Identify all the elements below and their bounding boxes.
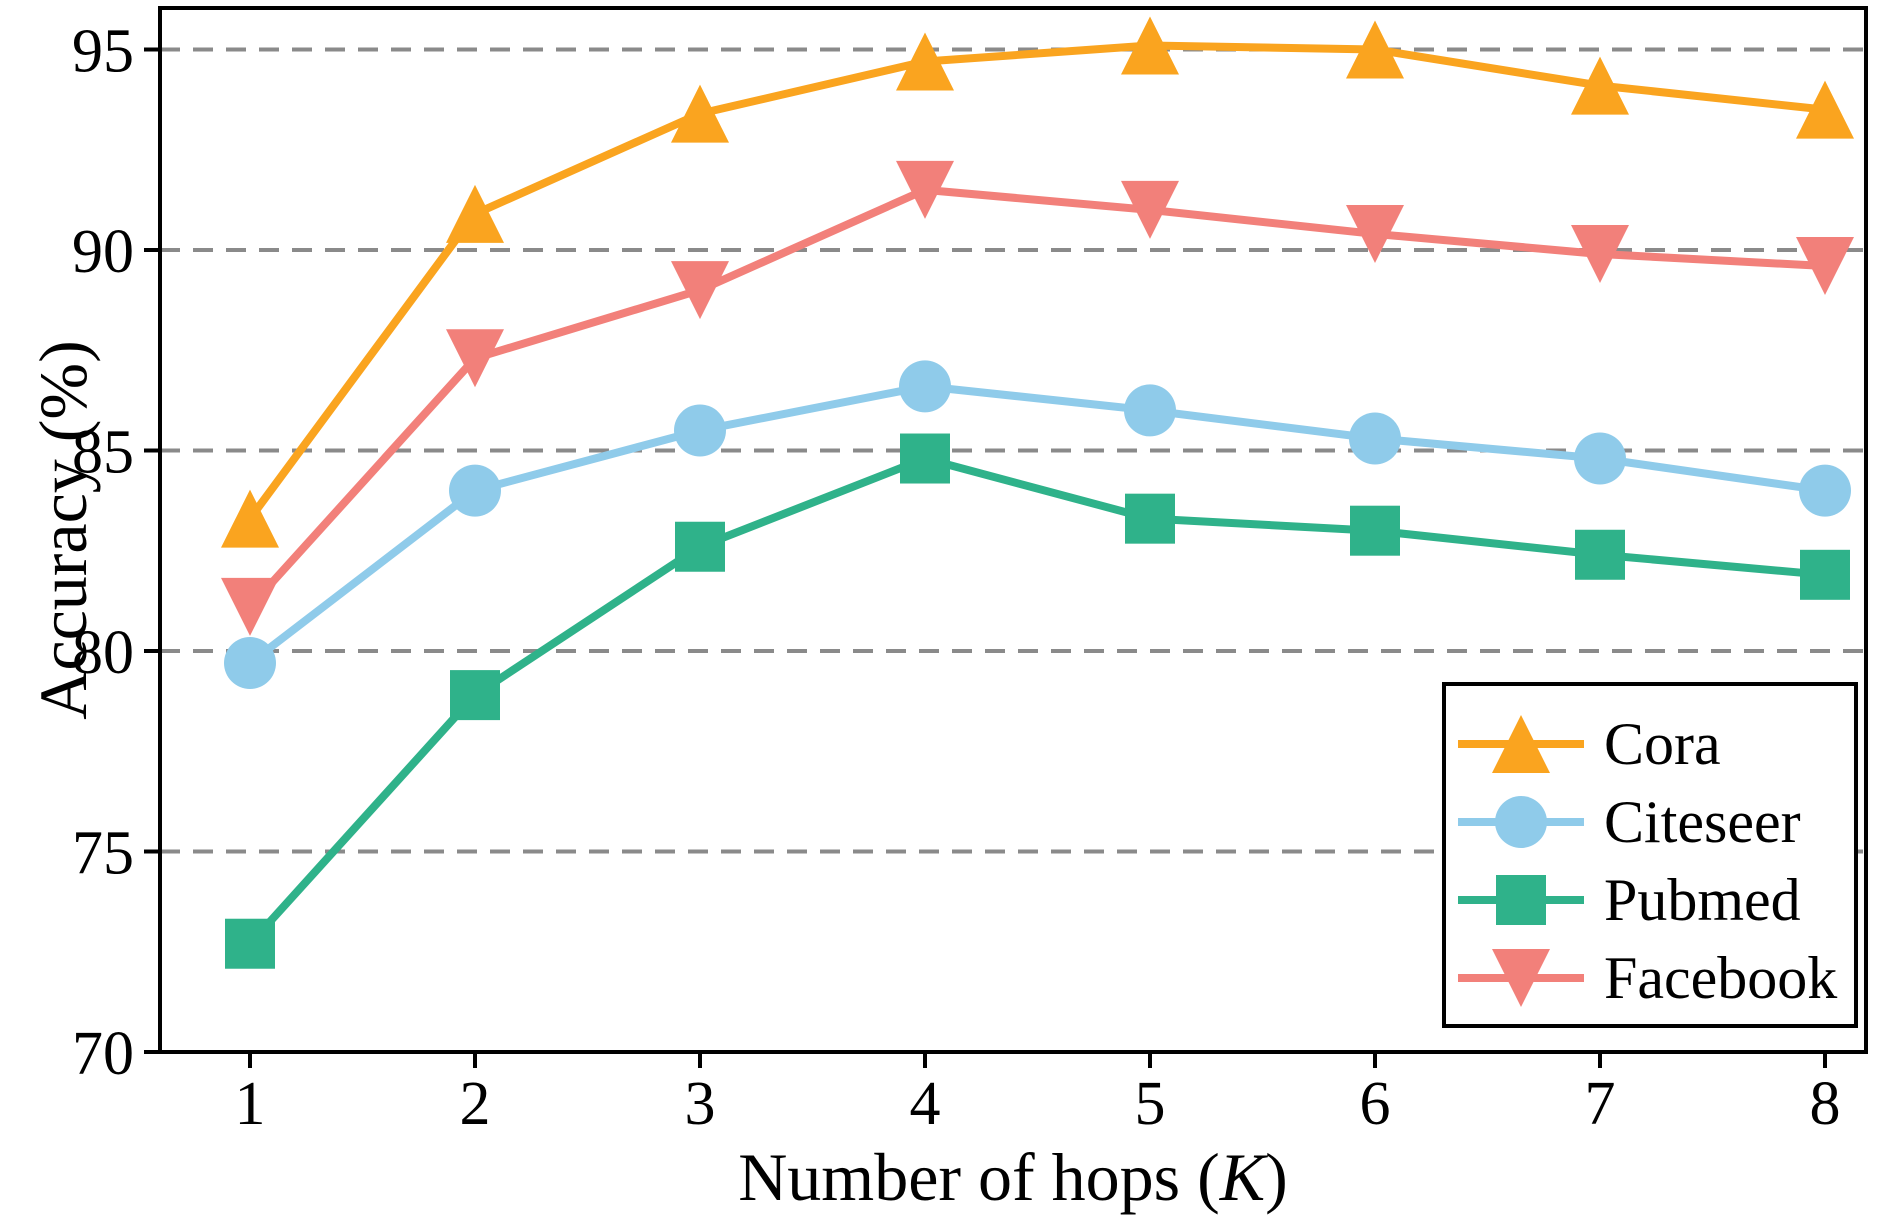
series-pubmed [225, 433, 1850, 969]
legend-label-cora: Cora [1604, 711, 1721, 777]
cora-marker [1796, 80, 1854, 139]
citeseer-line [246, 382, 1829, 668]
cora-marker [446, 184, 504, 243]
cora-line [246, 41, 1829, 523]
facebook-marker [1121, 180, 1179, 239]
cora-marker [896, 32, 954, 91]
citeseer-marker [224, 637, 276, 690]
axes: 70 75 80 85 90 95 1 2 3 4 5 6 7 8 [72, 6, 1868, 1138]
pubmed-marker [1350, 505, 1400, 556]
series-layer [221, 16, 1854, 969]
x-tick-label: 6 [1360, 1070, 1391, 1138]
x-tick-label: 5 [1135, 1070, 1166, 1138]
legend-item-pubmed: Pubmed [1458, 867, 1801, 933]
citeseer-legend-marker [1495, 796, 1547, 848]
cora-marker [1121, 16, 1179, 75]
cora-marker [671, 84, 729, 143]
facebook-marker [671, 261, 729, 320]
pubmed-marker [225, 918, 275, 969]
pubmed-line [246, 454, 1829, 948]
y-axis-title: Accuracy (%) [25, 340, 101, 719]
legend-item-citeseer: Citeseer [1458, 789, 1801, 855]
citeseer-marker [899, 360, 951, 413]
facebook-line [246, 185, 1829, 611]
x-tick-label: 4 [910, 1070, 941, 1138]
cora-legend-marker [1492, 715, 1550, 773]
legend-item-cora: Cora [1458, 711, 1721, 777]
y-tick-label: 80 [72, 619, 134, 687]
x-axis-title: Number of hops (K) [738, 1139, 1288, 1215]
legend-label-citeseer: Citeseer [1604, 789, 1801, 855]
series-citeseer [224, 360, 1851, 690]
citeseer-marker [1799, 464, 1851, 517]
facebook-marker [1571, 225, 1629, 284]
cora-marker [1346, 20, 1404, 79]
y-tick-label: 70 [72, 1020, 134, 1088]
y-tick-label: 90 [72, 218, 134, 286]
x-tick-label: 1 [235, 1070, 266, 1138]
citeseer-marker [1349, 412, 1401, 465]
facebook-marker [1346, 204, 1404, 263]
series-facebook [221, 160, 1854, 636]
pubmed-marker [1575, 529, 1625, 580]
facebook-marker [446, 329, 504, 388]
legend: Cora Citeseer Pubmed Facebook [1442, 682, 1858, 1028]
pubmed-marker [1125, 493, 1175, 544]
legend-label-facebook: Facebook [1604, 945, 1837, 1011]
plot-border [158, 6, 1868, 1054]
y-tick-label: 75 [72, 820, 134, 888]
x-tick-label: 3 [685, 1070, 716, 1138]
citeseer-marker [1574, 432, 1626, 485]
pubmed-marker [675, 521, 725, 572]
facebook-marker [896, 160, 954, 219]
pubmed-marker [450, 670, 500, 721]
legend-item-facebook: Facebook [1458, 945, 1837, 1011]
citeseer-marker [674, 404, 726, 457]
cora-marker [1571, 56, 1629, 115]
cora-marker [221, 489, 279, 548]
y-tick-label: 95 [72, 18, 134, 86]
pubmed-marker [1800, 549, 1850, 600]
legend-label-pubmed: Pubmed [1604, 867, 1801, 933]
y-tick-label: 85 [72, 419, 134, 487]
facebook-marker [221, 577, 279, 636]
x-tick-label: 7 [1585, 1070, 1616, 1138]
facebook-legend-marker [1492, 949, 1550, 1007]
citeseer-marker [1124, 384, 1176, 437]
facebook-marker [1796, 237, 1854, 296]
x-tick-label: 2 [460, 1070, 491, 1138]
pubmed-legend-marker [1496, 875, 1546, 925]
pubmed-marker [900, 433, 950, 484]
x-tick-label: 8 [1810, 1070, 1841, 1138]
series-cora [221, 16, 1854, 548]
citeseer-marker [449, 464, 501, 517]
